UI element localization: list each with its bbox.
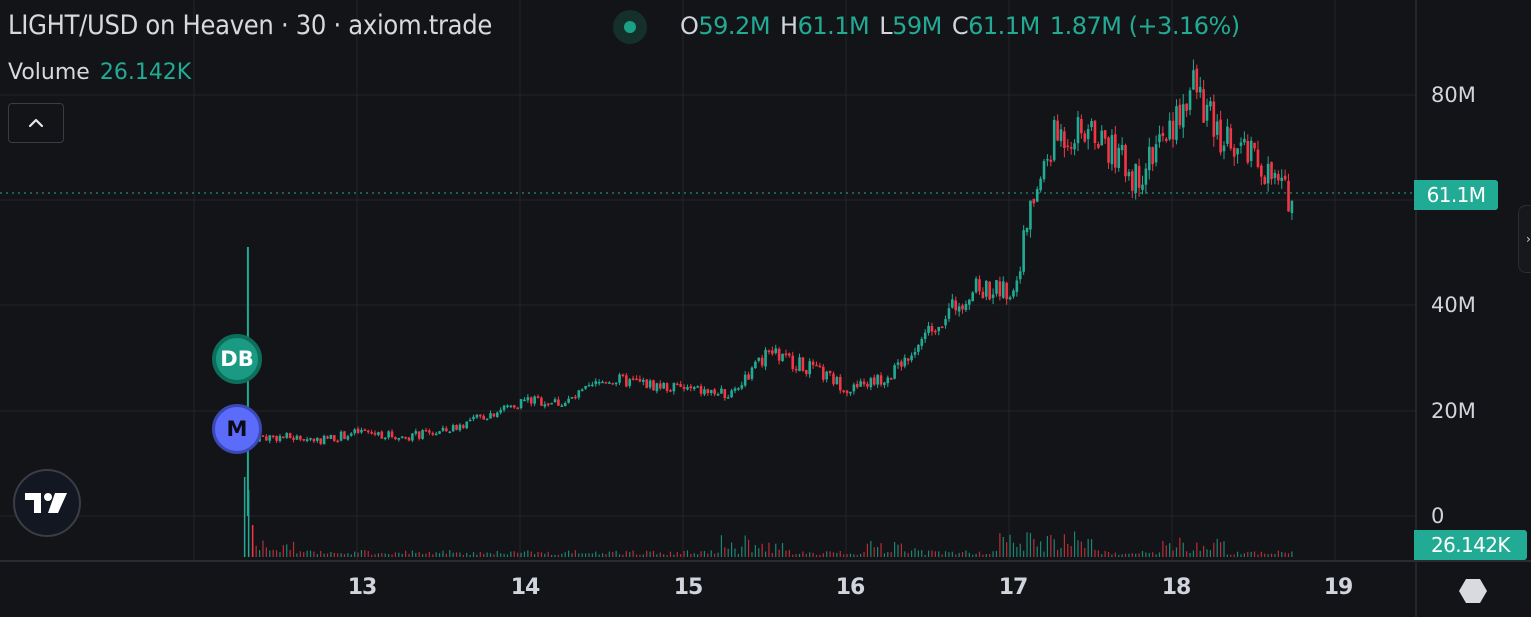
price-tick-label: 0: [1431, 504, 1445, 528]
open-label: O: [680, 12, 699, 40]
volume-legend: Volume 26.142K: [8, 60, 191, 85]
event-marker-db[interactable]: DB: [212, 334, 262, 384]
price-tick-label: 20M: [1431, 399, 1476, 423]
time-tick-label: 17: [998, 575, 1029, 600]
tradingview-logo-icon: [25, 493, 67, 513]
chevron-up-icon: [28, 118, 44, 128]
side-panel-handle[interactable]: ›: [1518, 205, 1531, 273]
high-value: 61.1M: [797, 12, 870, 40]
ohlc-legend: O59.2M H61.1M L59M C61.1M 1.87M (+3.16%): [680, 12, 1240, 40]
time-tick-label: 18: [1161, 575, 1192, 600]
last-volume-tag: 26.142K: [1414, 530, 1527, 560]
time-tick-label: 15: [673, 575, 704, 600]
last-price-tag: 61.1M: [1414, 180, 1498, 210]
market-open-dot-icon: [613, 10, 647, 44]
event-marker-m[interactable]: M: [212, 404, 262, 454]
chart-settings-button[interactable]: [1458, 578, 1488, 608]
hexagon-settings-icon: [1459, 579, 1487, 603]
chart-title: LIGHT/USD on Heaven · 30 · axiom.trade: [8, 10, 492, 41]
collapse-legend-button[interactable]: [8, 103, 64, 143]
chevron-right-icon: ›: [1526, 232, 1531, 246]
time-tick-label: 19: [1323, 575, 1354, 600]
change-value: 1.87M (+3.16%): [1049, 12, 1240, 40]
low-label: L: [879, 12, 893, 40]
time-tick-label: 13: [347, 575, 378, 600]
tradingview-logo-button[interactable]: [13, 469, 81, 537]
time-tick-label: 16: [835, 575, 866, 600]
symbol-title: LIGHT/USD on Heaven · 30 · axiom.trade: [8, 10, 493, 41]
close-label: C: [951, 12, 969, 40]
low-value: 59M: [892, 12, 942, 40]
close-value: 61.1M: [968, 12, 1040, 40]
price-tick-label: 40M: [1431, 293, 1476, 317]
volume-value: 26.142K: [99, 60, 192, 85]
high-label: H: [780, 12, 798, 40]
open-value: 59.2M: [698, 12, 771, 40]
price-tick-label: 80M: [1431, 83, 1476, 107]
time-tick-label: 14: [510, 575, 541, 600]
volume-label: Volume: [8, 60, 90, 85]
